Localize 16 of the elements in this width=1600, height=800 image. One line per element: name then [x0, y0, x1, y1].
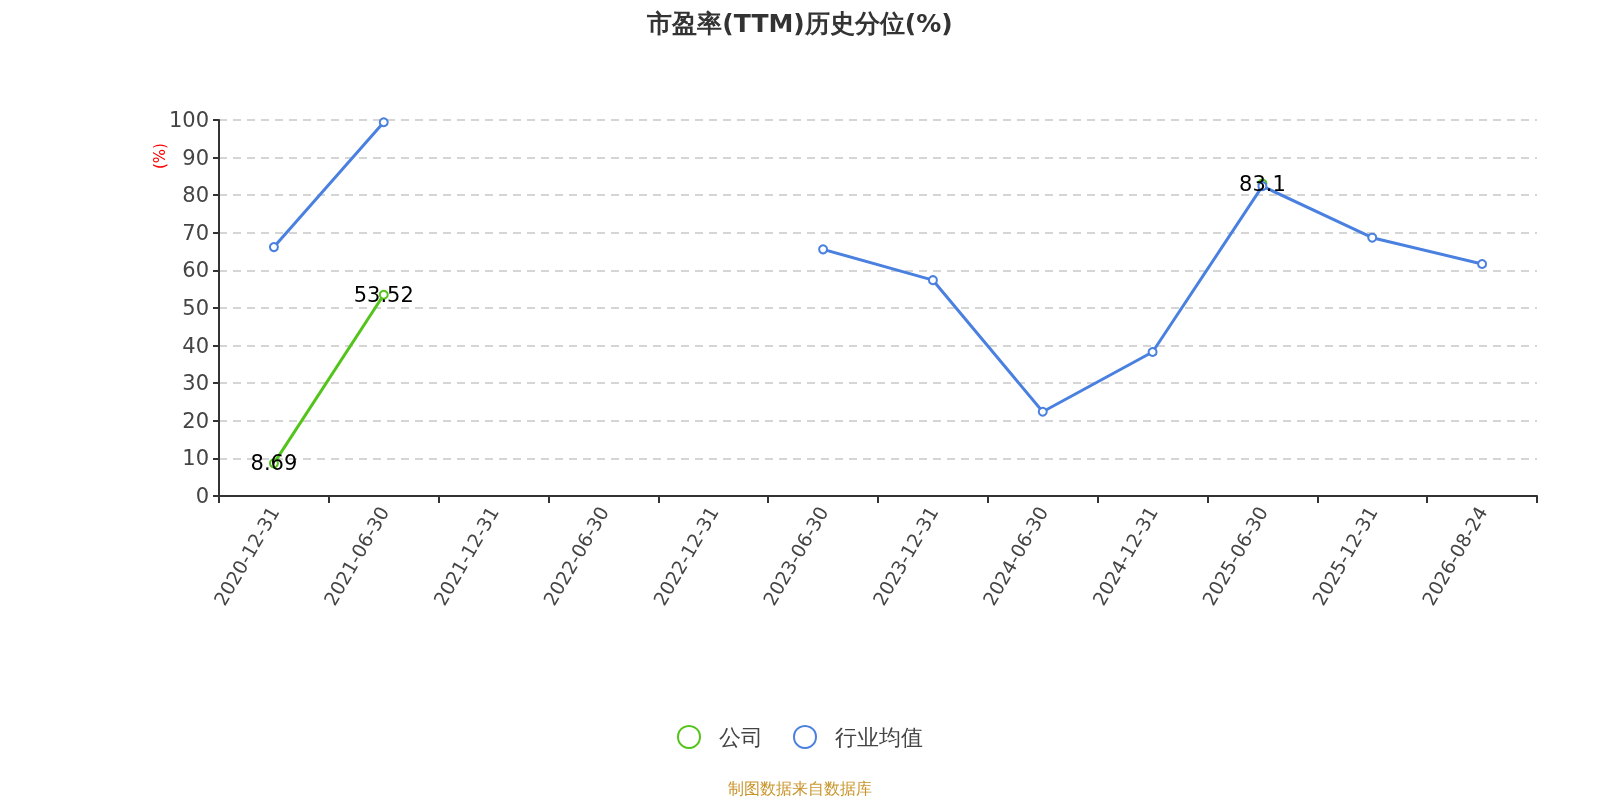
y-tick-label: 60 — [182, 258, 209, 283]
legend-label: 公司 — [719, 724, 763, 750]
y-tick-label: 40 — [182, 333, 209, 358]
y-tick-label: 20 — [182, 408, 209, 433]
y-tick-label: 10 — [182, 446, 209, 471]
y-tick-label: 50 — [182, 296, 209, 320]
y-tick-label: 90 — [182, 145, 209, 170]
y-tick-label: 100 — [168, 108, 209, 132]
chart-title: 市盈率(TTM)历史分位(%) — [646, 9, 953, 38]
y-tick-label: 70 — [182, 220, 209, 245]
y-tick-label: 30 — [182, 371, 209, 396]
legend-label: 行业均值 — [835, 724, 923, 750]
y-tick-label: 80 — [182, 183, 209, 208]
y-tick-label: 0 — [195, 484, 209, 508]
text: 制图数据来自数据库 — [728, 778, 872, 798]
y-axis-title: (%) — [150, 143, 169, 169]
